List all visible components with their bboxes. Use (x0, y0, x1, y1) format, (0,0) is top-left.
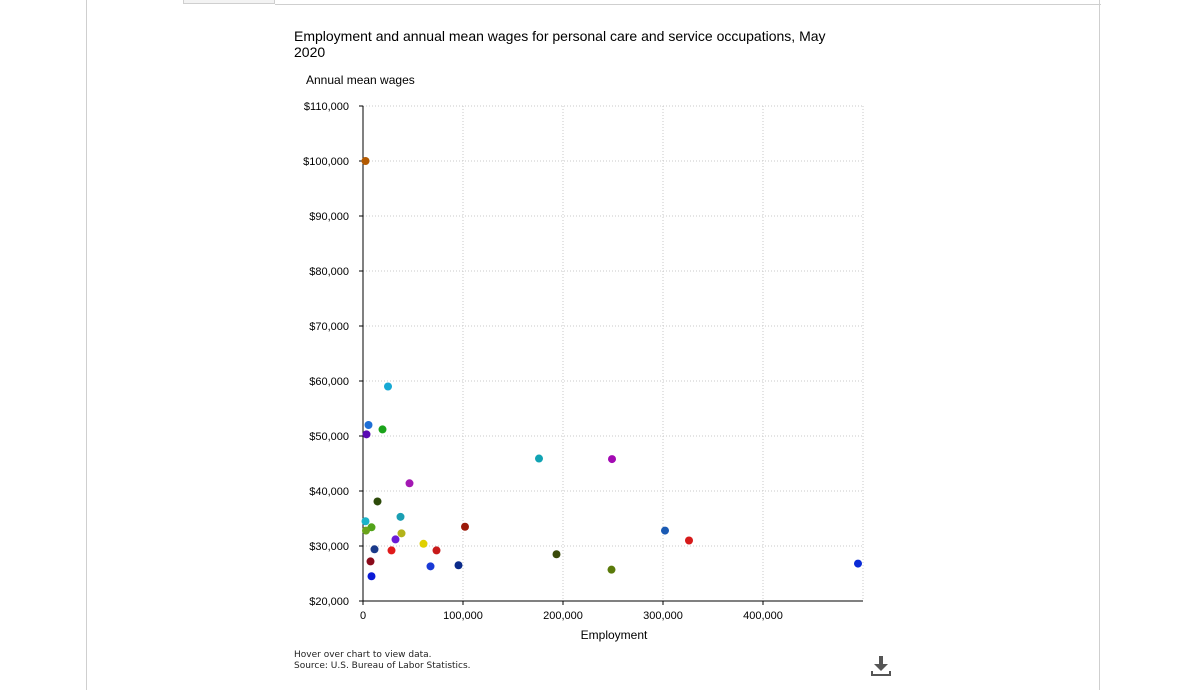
y-tick-label: $30,000 (309, 541, 349, 553)
x-tick-label: 300,000 (643, 610, 683, 622)
data-point[interactable] (396, 512, 405, 521)
y-tick-label: $40,000 (309, 486, 349, 498)
chart-frame (86, 0, 1100, 690)
hover-note: Hover over chart to view data. (294, 650, 432, 660)
data-point[interactable] (361, 517, 370, 526)
tick-labels: $20,000 $30,000 $40,000 $50,000 $60,000 $70,0… (303, 101, 783, 622)
download-icon (871, 656, 891, 676)
chart-title: Employment and annual mean wages for per… (294, 28, 826, 60)
data-point[interactable] (366, 557, 375, 566)
data-point[interactable] (364, 421, 373, 429)
x-tick-label: 100,000 (443, 610, 483, 622)
x-tick-label: 0 (360, 610, 366, 622)
y-axis-title: Annual mean wages (306, 73, 415, 87)
data-point[interactable] (454, 561, 463, 570)
data-point[interactable] (461, 522, 469, 531)
data-point[interactable] (387, 546, 396, 555)
data-point[interactable] (432, 546, 441, 555)
y-tick-label: $70,000 (309, 321, 349, 333)
y-tick-label: $100,000 (303, 156, 349, 168)
download-button[interactable] (870, 654, 892, 678)
data-point[interactable] (362, 526, 370, 535)
tab-stub[interactable] (183, 0, 275, 4)
data-point[interactable] (405, 479, 414, 488)
data-point[interactable] (378, 425, 387, 434)
data-point[interactable] (384, 382, 392, 391)
data-point[interactable] (426, 562, 435, 571)
data-point[interactable] (362, 430, 371, 439)
source-note: Source: U.S. Bureau of Labor Statistics. (294, 661, 471, 671)
frame-top-rule (275, 4, 1101, 5)
data-point[interactable] (367, 572, 376, 581)
data-points (361, 157, 862, 581)
data-point[interactable] (361, 157, 370, 165)
data-point[interactable] (373, 497, 382, 506)
y-tick-label: $20,000 (309, 596, 349, 608)
data-point[interactable] (397, 529, 406, 538)
grid-lines (363, 105, 864, 601)
data-point[interactable] (685, 536, 693, 545)
y-tick-label: $110,000 (304, 101, 349, 113)
data-point[interactable] (661, 526, 669, 535)
data-point[interactable] (607, 565, 616, 574)
data-point[interactable] (391, 535, 400, 544)
y-tick-label: $60,000 (309, 376, 349, 388)
data-point[interactable] (552, 550, 561, 559)
y-tick-label: $90,000 (309, 211, 349, 223)
data-point[interactable] (854, 559, 862, 568)
data-point[interactable] (419, 539, 428, 548)
x-tick-label: 200,000 (543, 610, 583, 622)
axes (359, 105, 863, 605)
data-point[interactable] (608, 455, 616, 464)
data-point[interactable] (535, 454, 543, 463)
data-point[interactable] (370, 545, 379, 554)
x-axis-title: Employment (581, 628, 648, 642)
y-tick-label: $80,000 (309, 266, 349, 278)
x-tick-label: 400,000 (743, 610, 783, 622)
y-tick-label: $50,000 (309, 431, 349, 443)
